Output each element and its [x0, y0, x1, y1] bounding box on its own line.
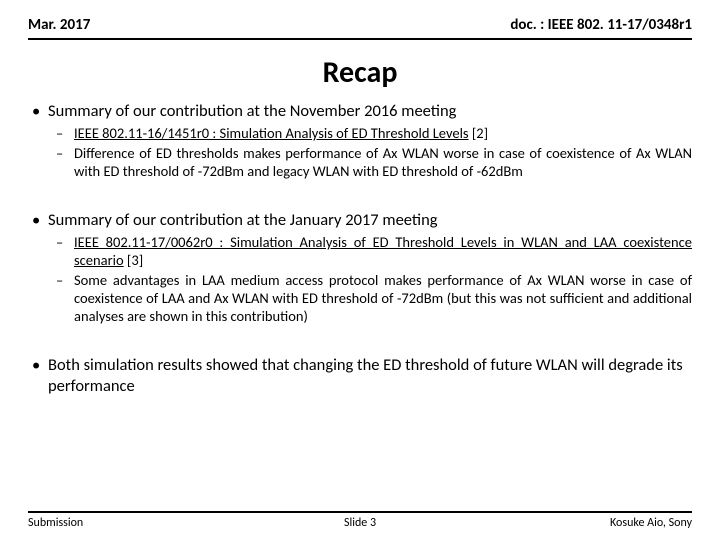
bullet-text: Summary of our contribution at the Janua…: [48, 210, 692, 231]
header-date: Mar. 2017: [28, 16, 90, 34]
bullet-text: Difference of ED thresholds makes perfor…: [74, 144, 692, 180]
bullet-jan-detail: – Some advantages in LAA medium access p…: [56, 271, 692, 325]
bullet-jan-ref: – IEEE 802.11-17/0062r0 : Simulation Ana…: [56, 233, 692, 269]
bullet-marker: •: [28, 355, 48, 396]
bullet-text: IEEE 802.11-17/0062r0 : Simulation Analy…: [74, 233, 692, 269]
slide-footer: Submission Slide 3 Kosuke Aio, Sony: [28, 511, 692, 530]
bullet-nov-ref: – IEEE 802.11-16/1451r0 : Simulation Ana…: [56, 124, 692, 142]
bullet-marker: •: [28, 210, 48, 231]
bullet-marker: –: [56, 271, 74, 325]
spacer: [28, 327, 692, 349]
spacer: [28, 182, 692, 204]
doc-link-0062r0[interactable]: IEEE 802.11-17/0062r0 : Simulation Analy…: [74, 233, 692, 269]
slide-content: • Summary of our contribution at the Nov…: [28, 101, 692, 397]
bullet-marker: –: [56, 233, 74, 269]
bullet-text: Both simulation results showed that chan…: [48, 355, 692, 396]
footer-slide-number: Slide 3: [28, 516, 692, 530]
bullet-conclusion: • Both simulation results showed that ch…: [28, 355, 692, 396]
bullet-marker: –: [56, 124, 74, 142]
doc-link-1451r0[interactable]: IEEE 802.11-16/1451r0 : Simulation Analy…: [74, 124, 469, 142]
bullet-nov-detail: – Difference of ED thresholds makes perf…: [56, 144, 692, 180]
ref-tail: [2]: [469, 124, 489, 142]
bullet-text: IEEE 802.11-16/1451r0 : Simulation Analy…: [74, 124, 692, 142]
bullet-marker: •: [28, 101, 48, 122]
footer-left: Submission: [28, 516, 83, 530]
ref-tail: [3]: [124, 251, 144, 269]
header-doc-id: doc. : IEEE 802. 11-17/0348r1: [510, 16, 692, 34]
bullet-marker: –: [56, 144, 74, 180]
bullet-jan-summary: • Summary of our contribution at the Jan…: [28, 210, 692, 231]
slide-header: Mar. 2017 doc. : IEEE 802. 11-17/0348r1: [28, 0, 692, 40]
bullet-text: Some advantages in LAA medium access pro…: [74, 271, 692, 325]
bullet-nov-summary: • Summary of our contribution at the Nov…: [28, 101, 692, 122]
slide-title: Recap: [28, 54, 692, 91]
bullet-text: Summary of our contribution at the Novem…: [48, 101, 692, 122]
footer-author: Kosuke Aio, Sony: [610, 516, 692, 530]
slide: Mar. 2017 doc. : IEEE 802. 11-17/0348r1 …: [0, 0, 720, 540]
